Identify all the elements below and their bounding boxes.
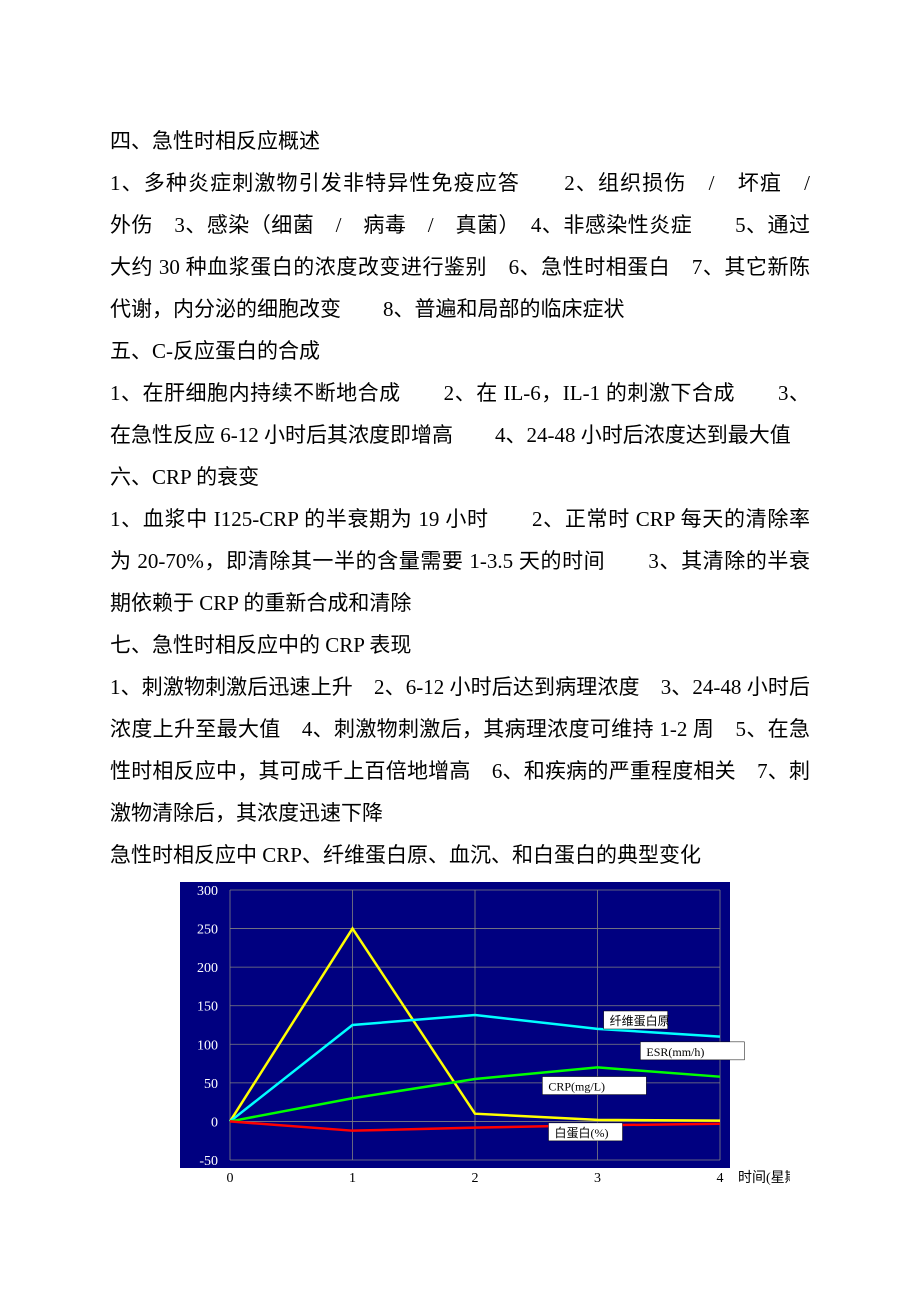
svg-text:200: 200: [197, 961, 218, 976]
svg-text:4: 4: [717, 1171, 724, 1186]
chart-svg: -50 0 50 100 150 200 250 300 0 1 2 3 4 纤维蛋白原 ESR(mm/h)…: [170, 880, 790, 1190]
section-6-title: 六、CRP 的衰变: [110, 456, 810, 498]
svg-text:-50: -50: [199, 1154, 218, 1169]
svg-text:0: 0: [227, 1171, 234, 1186]
svg-text:250: 250: [197, 923, 218, 938]
svg-text:150: 150: [197, 1000, 218, 1015]
line-chart: -50 0 50 100 150 200 250 300 0 1 2 3 4 纤维蛋白原 ESR(mm/h)…: [170, 880, 810, 1195]
svg-text:时间(星期): 时间(星期): [738, 1170, 790, 1186]
section-4-body: 1、多种炎症刺激物引发非特异性免疫应答 2、组织损伤 / 坏疽 / 外伤 3、感…: [110, 162, 810, 330]
svg-text:50: 50: [204, 1077, 218, 1092]
svg-text:0: 0: [211, 1115, 218, 1130]
svg-text:3: 3: [594, 1171, 601, 1186]
svg-text:1: 1: [349, 1171, 356, 1186]
svg-text:白蛋白(%): 白蛋白(%): [555, 1125, 609, 1140]
svg-text:300: 300: [197, 884, 218, 899]
svg-text:纤维蛋白原: 纤维蛋白原: [610, 1013, 670, 1028]
svg-text:100: 100: [197, 1038, 218, 1053]
svg-text:2: 2: [472, 1171, 479, 1186]
chart-caption: 急性时相反应中 CRP、纤维蛋白原、血沉、和白蛋白的典型变化: [110, 834, 810, 876]
document-page: 四、急性时相反应概述 1、多种炎症刺激物引发非特异性免疫应答 2、组织损伤 / …: [0, 0, 920, 1255]
section-5-body: 1、在肝细胞内持续不断地合成 2、在 IL-6，IL-1 的刺激下合成 3、在急…: [110, 372, 810, 456]
section-7-title: 七、急性时相反应中的 CRP 表现: [110, 624, 810, 666]
section-5-title: 五、C-反应蛋白的合成: [110, 330, 810, 372]
svg-text:ESR(mm/h): ESR(mm/h): [646, 1045, 704, 1059]
section-4-title: 四、急性时相反应概述: [110, 120, 810, 162]
svg-text:CRP(mg/L): CRP(mg/L): [548, 1080, 605, 1094]
section-6-body: 1、血浆中 I125-CRP 的半衰期为 19 小时 2、正常时 CRP 每天的…: [110, 498, 810, 624]
section-7-body: 1、刺激物刺激后迅速上升 2、6-12 小时后达到病理浓度 3、24-48 小时…: [110, 666, 810, 834]
